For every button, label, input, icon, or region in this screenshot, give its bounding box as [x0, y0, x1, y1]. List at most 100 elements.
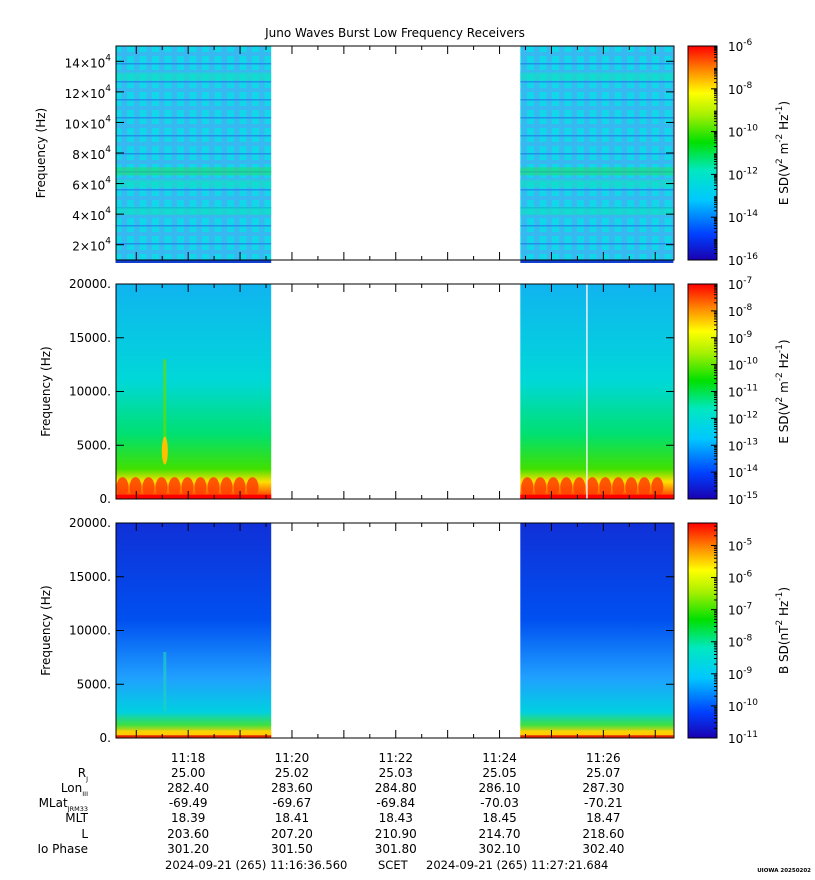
y-tick-label: 5000. — [77, 438, 111, 452]
colorbar: 10-7 10-8 10-9 10-10 10-11 10-12 10-13 10-14 10-… — [687, 276, 791, 507]
colorbar-tick-label: 10-8 — [728, 81, 753, 97]
x-tick-label: 11:22 — [378, 751, 413, 765]
low-freq-red-band — [115, 494, 272, 499]
y-tick-label: 15000. — [69, 570, 111, 584]
ephemeris-value: -69.84 — [376, 796, 415, 810]
ephemeris-row-label: LonIII — [61, 781, 88, 798]
ephemeris-value: -70.03 — [480, 796, 519, 810]
colorbar-tick-label: 10-5 — [728, 537, 752, 553]
colorbar-tick-label: 10-10 — [728, 124, 758, 140]
ephemeris-value: -69.67 — [273, 796, 312, 810]
colorbar-tick-label: 10-10 — [728, 357, 758, 373]
y-axis-label: Frequency (Hz) — [39, 346, 53, 437]
panel-2: 0. 5000. 10000. 15000. 20000. Frequency (Hz) 1… — [39, 276, 791, 507]
colorbar-gradient — [687, 45, 718, 261]
colorbar-tick-label: 10-7 — [728, 602, 752, 618]
ephemeris-value: 282.40 — [167, 781, 209, 795]
burst-mark — [155, 477, 168, 498]
colorbar-tick-label: 10-11 — [728, 384, 758, 400]
ephemeris-value: 302.10 — [479, 842, 521, 856]
spectrogram-block-2 — [520, 46, 674, 260]
ephemeris-row-label: L — [81, 827, 88, 841]
y-tick-label: 0. — [100, 731, 111, 745]
y-tick-label: 5000. — [77, 677, 111, 691]
ephemeris-table: RJ 25.00 25.02 25.03 25.05 25.07 LonIII 282.40 2… — [37, 766, 624, 856]
burst-mark — [116, 477, 129, 498]
ephemeris-value: 25.03 — [379, 766, 413, 780]
burst-mark — [142, 477, 155, 498]
burst-mark — [625, 477, 638, 498]
ephemeris-row-label: RJ — [78, 766, 88, 783]
burst-mark — [233, 477, 246, 498]
burst-mark — [573, 477, 586, 498]
low-edge-band — [115, 260, 272, 263]
burst-mark — [168, 477, 181, 498]
low-freq-red-line — [115, 735, 272, 738]
spectrogram-block-1 — [115, 284, 272, 499]
ephemeris-value: 18.41 — [275, 811, 309, 825]
colorbar-tick-label: 10-12 — [728, 410, 758, 426]
colorbar-tick-label: 10-10 — [728, 698, 758, 714]
ephemeris-value: -69.49 — [169, 796, 208, 810]
y-tick-label: 6×104 — [72, 176, 111, 193]
colorbar-tick-label: 10-7 — [728, 276, 752, 292]
colorbar-tick-label: 10-14 — [728, 209, 758, 225]
emission-spike — [163, 652, 167, 712]
burst-mark — [560, 477, 573, 498]
emission-band — [115, 179, 272, 188]
colorbar-tick-label: 10-6 — [728, 570, 753, 586]
spectrogram-block-2 — [520, 523, 674, 738]
emission-spike-core — [161, 436, 168, 465]
colorbar-label: B SD(nT2 Hz-1) — [775, 587, 791, 674]
footer-credit: UIOWA 20250202 — [757, 868, 811, 874]
ephemeris-value: 284.80 — [375, 781, 417, 795]
emission-band — [520, 72, 674, 81]
ephemeris-row-label: MLatJRM33 — [39, 796, 88, 813]
x-tick-label: 11:24 — [482, 751, 517, 765]
colorbar-label: E SD(V2 m-2 Hz-1) — [775, 101, 791, 205]
y-axis-label: Frequency (Hz) — [39, 585, 53, 676]
ephemeris-value: 25.05 — [482, 766, 516, 780]
ephemeris-value: 25.07 — [586, 766, 620, 780]
colorbar-tick-label: 10-9 — [728, 666, 753, 682]
ephemeris-value: 283.60 — [271, 781, 313, 795]
ephemeris-value: 207.20 — [271, 827, 313, 841]
ephemeris-value: 214.70 — [479, 827, 521, 841]
ephemeris-value: 203.60 — [167, 827, 209, 841]
ephemeris-value: 18.43 — [379, 811, 413, 825]
ephemeris-value: 18.47 — [586, 811, 620, 825]
colorbar-tick-label: 10-14 — [728, 464, 758, 480]
y-tick-label: 15000. — [69, 331, 111, 345]
x-tick-label: 11:18 — [171, 751, 206, 765]
spectrogram-block-2 — [520, 284, 674, 499]
ephemeris-value: 218.60 — [582, 827, 624, 841]
ephemeris-value: 287.30 — [582, 781, 624, 795]
emission-band — [520, 179, 674, 188]
ephemeris-value: 18.39 — [171, 811, 205, 825]
ephemeris-value: 25.02 — [275, 766, 309, 780]
y-tick-label: 2×104 — [72, 237, 111, 254]
colorbar: 10-5 10-6 10-7 10-8 10-9 10-10 10-11 B SD(nT2 H… — [687, 522, 791, 746]
emission-band — [115, 167, 272, 176]
y-tick-label: 8×104 — [72, 145, 111, 162]
footer-scet-label: SCET — [378, 858, 409, 872]
ephemeris-row-label: MLT — [65, 811, 88, 825]
burst-mark — [638, 477, 651, 498]
burst-mark — [612, 477, 625, 498]
low-freq-red-line — [520, 735, 674, 738]
burst-mark — [207, 477, 220, 498]
x-tick-label: 11:20 — [275, 751, 310, 765]
y-tick-label: 20000. — [69, 516, 111, 530]
y-tick-label: 10000. — [69, 385, 111, 399]
panel-3: 0. 5000. 10000. 15000. 20000. Frequency (Hz) 1… — [39, 516, 791, 746]
y-tick-label: 12×104 — [65, 84, 112, 101]
emission-band — [115, 72, 272, 81]
emission-spike — [163, 359, 167, 456]
ephemeris-value: 301.50 — [271, 842, 313, 856]
spectrogram-block-1 — [115, 46, 272, 260]
colorbar-label: E SD(V2 m-2 Hz-1) — [775, 339, 791, 443]
low-freq-yellow-band — [115, 730, 272, 737]
panel-1: 2×104 4×104 6×104 8×104 10×104 12×104 14×104 Fr… — [34, 38, 791, 268]
ephemeris-value: 302.40 — [582, 842, 624, 856]
colorbar-tick-label: 10-12 — [728, 166, 758, 182]
